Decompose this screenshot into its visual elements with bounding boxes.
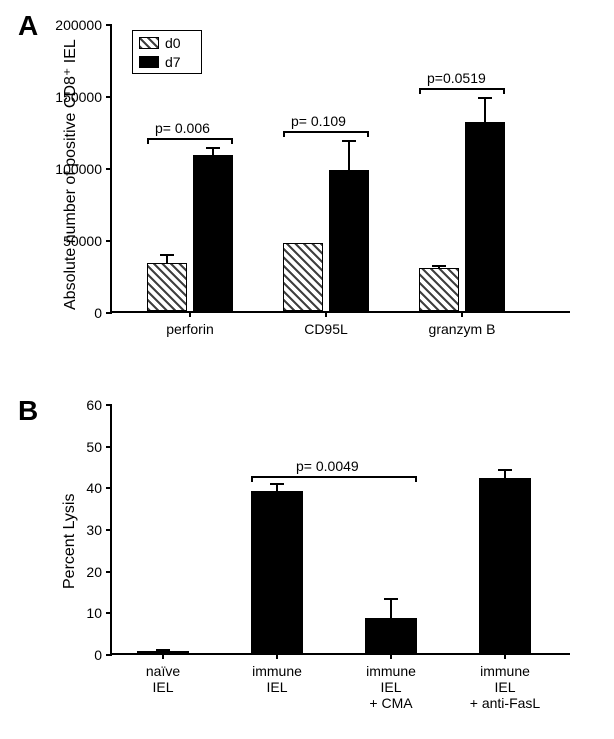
- x-label-3: immune IEL + anti-FasL: [455, 653, 555, 711]
- y-tick-label: 50: [86, 439, 112, 455]
- error-bar: [390, 599, 392, 618]
- pvalue-tick: [283, 131, 285, 137]
- pvalue-tick: [367, 131, 369, 137]
- bar-perforin-d7: [193, 155, 233, 311]
- error-cap: [478, 97, 492, 99]
- y-tick-label: 60: [86, 397, 112, 413]
- pvalue-line: [283, 131, 369, 133]
- legend-box: d0 d7: [132, 30, 202, 74]
- x-label-2: immune IEL + CMA: [341, 653, 441, 711]
- pvalue-line: [251, 476, 417, 478]
- pvalue-line: [147, 138, 233, 140]
- pvalue-text: p= 0.006: [155, 120, 210, 136]
- error-bar: [212, 148, 214, 155]
- x-label-granzymB: granzym B: [429, 311, 496, 337]
- bar-granzymB-d7: [465, 122, 505, 311]
- chart-a-area: d0 d7 050000100000150000200000 perforinC…: [110, 25, 570, 313]
- y-tick-label: 50000: [63, 233, 112, 249]
- error-cap: [498, 469, 512, 471]
- y-tick-label: 30: [86, 522, 112, 538]
- error-cap: [270, 483, 284, 485]
- panel-b-y-title: Percent Lysis: [61, 469, 79, 589]
- panel-b-label: B: [18, 395, 38, 427]
- legend-swatch-d0: [139, 37, 159, 49]
- error-bar: [166, 255, 168, 264]
- bar-2: [365, 618, 417, 653]
- error-cap: [156, 649, 170, 651]
- legend-label-d0: d0: [165, 35, 181, 51]
- y-tick-label: 10: [86, 605, 112, 621]
- panel-a-label: A: [18, 10, 38, 42]
- y-tick-label: 200000: [55, 17, 112, 33]
- y-tick-label: 100000: [55, 161, 112, 177]
- error-cap: [432, 265, 446, 267]
- pvalue-text: p= 0.109: [291, 113, 346, 129]
- pvalue-tick: [415, 476, 417, 482]
- pvalue-tick: [251, 476, 253, 482]
- error-bar: [348, 141, 350, 170]
- x-label-perforin: perforin: [166, 311, 213, 337]
- pvalue-text: p=0.0519: [427, 70, 486, 86]
- pvalue-tick: [419, 88, 421, 94]
- legend-swatch-d7: [139, 56, 159, 68]
- y-tick-label: 40: [86, 480, 112, 496]
- x-label-CD95L: CD95L: [304, 311, 348, 337]
- bar-CD95L-d7: [329, 170, 369, 311]
- pvalue-tick: [231, 138, 233, 144]
- bar-granzymB-d0: [419, 268, 459, 311]
- x-label-1: immune IEL: [227, 653, 327, 695]
- pvalue-tick: [503, 88, 505, 94]
- bar-1: [251, 491, 303, 654]
- legend-label-d7: d7: [165, 54, 181, 70]
- error-cap: [160, 254, 174, 256]
- bar-perforin-d0: [147, 263, 187, 311]
- bar-3: [479, 478, 531, 653]
- chart-b-area: 0102030405060 naïve IELimmune IELimmune …: [110, 405, 570, 655]
- error-bar: [504, 470, 506, 478]
- bar-CD95L-d0: [283, 243, 323, 311]
- x-label-0: naïve IEL: [113, 653, 213, 695]
- y-tick-label: 0: [94, 647, 112, 663]
- pvalue-text: p= 0.0049: [296, 458, 359, 474]
- error-bar: [484, 98, 486, 122]
- error-cap: [206, 147, 220, 149]
- y-tick-label: 20: [86, 564, 112, 580]
- pvalue-line: [419, 88, 505, 90]
- y-tick-label: 0: [94, 305, 112, 321]
- pvalue-tick: [147, 138, 149, 144]
- error-cap: [342, 140, 356, 142]
- y-tick-label: 150000: [55, 89, 112, 105]
- error-cap: [384, 598, 398, 600]
